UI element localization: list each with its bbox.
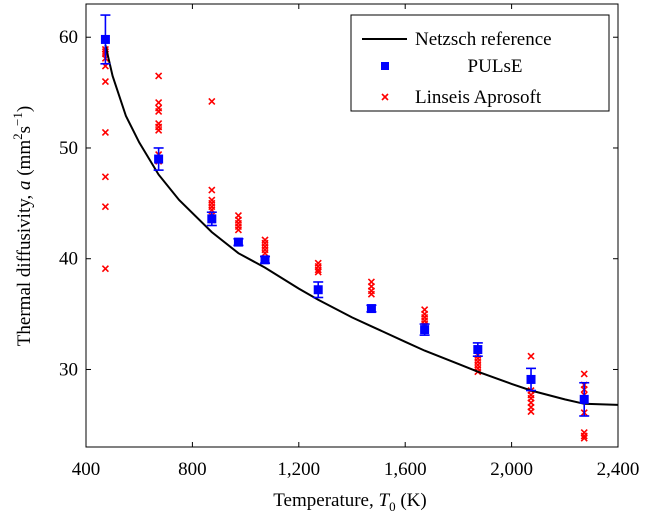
x-axis-label-symbol: T bbox=[379, 490, 391, 511]
y-axis-label-unit-s: s bbox=[14, 126, 35, 133]
y-axis-label-unit-close: ) bbox=[14, 106, 35, 112]
linseis-point bbox=[580, 432, 588, 440]
x-tick-label: 2,000 bbox=[490, 459, 533, 480]
x-tick-label: 400 bbox=[72, 459, 101, 480]
legend-entry-pulse: PULsE bbox=[468, 56, 523, 77]
linseis-point bbox=[101, 265, 109, 273]
legend-box bbox=[350, 14, 610, 112]
x-axis-label-unit: (K) bbox=[396, 490, 427, 511]
y-axis-label-symbol: a bbox=[14, 181, 35, 191]
y-axis-label-prefix: Thermal diffusivity, bbox=[14, 190, 35, 346]
legend-entry-reference: Netzsch reference bbox=[415, 29, 552, 50]
linseis-point bbox=[580, 434, 588, 442]
pulse-point bbox=[100, 34, 110, 44]
pulse-point bbox=[154, 154, 164, 164]
y-axis-label-sup: 2 bbox=[10, 133, 25, 140]
x-axis-label: Temperature, T0 (K) bbox=[273, 490, 426, 514]
legend-entry-linseis: Linseis Aprosoft bbox=[415, 87, 542, 108]
linseis-point bbox=[155, 99, 163, 107]
x-axis: 400 800 1,200 1,600 2,000 2,400 bbox=[72, 4, 640, 480]
legend: Netzsch reference PULsE Linseis Aprosoft bbox=[350, 14, 610, 112]
legend-swatch-linseis bbox=[381, 93, 389, 101]
y-axis: 30 40 50 60 bbox=[59, 27, 618, 380]
pulse-point bbox=[260, 255, 270, 265]
linseis-point bbox=[101, 77, 109, 86]
pulse-point bbox=[420, 325, 430, 335]
linseis-point bbox=[314, 268, 322, 276]
x-tick-label: 1,600 bbox=[384, 459, 427, 480]
linseis-point bbox=[208, 186, 216, 194]
y-tick-label: 40 bbox=[59, 249, 78, 270]
y-axis-label: Thermal diffusivity, a (mm2s−1) bbox=[10, 106, 35, 346]
linseis-point bbox=[101, 203, 109, 211]
linseis-point bbox=[208, 97, 216, 106]
pulse-point bbox=[526, 374, 536, 384]
pulse-point bbox=[207, 214, 217, 224]
linseis-point bbox=[155, 126, 163, 134]
pulse-point bbox=[473, 345, 483, 355]
y-tick-label: 50 bbox=[59, 138, 78, 159]
linseis-point bbox=[261, 249, 269, 257]
pulse-point bbox=[233, 237, 243, 247]
y-tick-label: 30 bbox=[59, 359, 78, 380]
linseis-point bbox=[527, 352, 535, 360]
linseis-point bbox=[367, 290, 375, 298]
x-axis-label-prefix: Temperature, bbox=[273, 490, 378, 511]
pulse-point bbox=[313, 285, 323, 295]
legend-swatch-pulse bbox=[381, 62, 389, 70]
pulse-point bbox=[579, 394, 589, 404]
linseis-point bbox=[580, 370, 588, 378]
linseis-point bbox=[527, 407, 535, 416]
y-axis-label-sup: −1 bbox=[10, 112, 25, 126]
x-tick-label: 1,200 bbox=[277, 459, 320, 480]
linseis-point bbox=[155, 72, 163, 80]
linseis-point bbox=[314, 266, 322, 274]
linseis-point bbox=[155, 107, 163, 115]
x-axis-label-subscript: 0 bbox=[389, 499, 396, 514]
y-tick-label: 60 bbox=[59, 27, 78, 48]
x-tick-label: 2,400 bbox=[597, 459, 640, 480]
linseis-point bbox=[101, 128, 109, 137]
plot-area bbox=[100, 14, 619, 442]
pulse-point bbox=[366, 304, 376, 314]
plot-frame bbox=[85, 3, 619, 448]
reference-line bbox=[104, 44, 619, 406]
linseis-point bbox=[234, 226, 242, 234]
linseis-point bbox=[101, 173, 109, 181]
x-tick-label: 800 bbox=[178, 459, 207, 480]
y-axis-label-unit-open: (mm bbox=[14, 140, 35, 181]
